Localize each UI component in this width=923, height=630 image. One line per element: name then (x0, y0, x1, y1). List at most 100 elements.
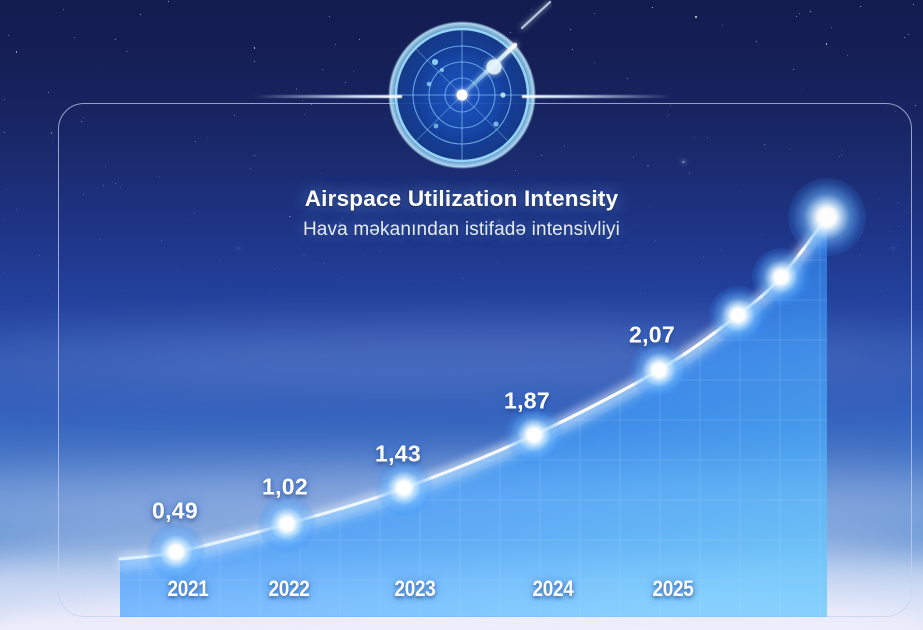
star (344, 81, 346, 83)
star (682, 160, 685, 164)
star (47, 91, 49, 93)
star (218, 261, 220, 263)
star (363, 252, 365, 254)
star (322, 68, 324, 70)
star (15, 51, 18, 54)
chart-point (375, 459, 433, 517)
star (100, 68, 102, 70)
star (722, 25, 724, 27)
star (764, 143, 766, 145)
star (626, 77, 628, 79)
star (267, 324, 269, 326)
star (236, 247, 240, 250)
star (253, 60, 256, 63)
star (803, 280, 805, 282)
star (594, 13, 596, 15)
star (708, 303, 710, 305)
star (720, 249, 722, 251)
star (253, 47, 256, 49)
star (234, 115, 236, 117)
star (830, 26, 832, 28)
star (462, 276, 464, 278)
star (273, 268, 276, 270)
star (83, 117, 85, 119)
star (706, 136, 708, 138)
star (4, 251, 6, 253)
star (569, 28, 571, 30)
star (693, 293, 695, 295)
chart-line (118, 215, 829, 561)
chart-point (258, 495, 316, 553)
star (755, 41, 757, 43)
star (801, 88, 803, 90)
chart-line-halo (116, 222, 831, 572)
star (894, 110, 896, 112)
star (651, 7, 653, 9)
star (310, 103, 312, 105)
star (693, 137, 695, 139)
star (140, 13, 142, 15)
chart-point (752, 248, 810, 306)
star (464, 271, 466, 273)
star (323, 262, 325, 264)
chart-year-label: 2021 (167, 576, 209, 601)
chart-year-label: 2022 (268, 576, 310, 601)
star (525, 299, 527, 301)
star (792, 68, 794, 70)
star (799, 13, 801, 15)
star (81, 277, 83, 279)
star (913, 3, 915, 5)
star (572, 48, 574, 50)
radar-beam-right (521, 95, 672, 98)
star (691, 247, 693, 249)
star (303, 254, 305, 257)
star (131, 249, 133, 251)
star (435, 285, 437, 287)
chart-area-fill (120, 217, 827, 617)
star (312, 262, 314, 264)
star (908, 34, 910, 36)
chart-value-label: 0,49 (152, 497, 198, 524)
star (694, 16, 697, 18)
star (269, 291, 271, 293)
star (254, 154, 256, 156)
radar-icon-svg (387, 0, 551, 169)
chart-value-label: 2,07 (629, 321, 675, 348)
star (837, 276, 839, 278)
star (796, 15, 798, 17)
cloud-band-mid (0, 430, 923, 560)
star (411, 286, 413, 288)
star (115, 182, 117, 184)
star (353, 71, 355, 73)
star (303, 113, 305, 115)
star (860, 6, 862, 8)
chart-point (505, 406, 563, 464)
star (633, 157, 635, 159)
radar-icon (251, 0, 672, 182)
star (336, 274, 338, 276)
star (329, 15, 331, 17)
star (564, 145, 566, 147)
chart-value-label: 1,87 (504, 387, 550, 414)
star (62, 8, 64, 10)
star (887, 288, 889, 290)
star (80, 120, 82, 122)
star (158, 176, 160, 178)
radar-beam-left (251, 95, 402, 98)
star (250, 167, 252, 169)
star (101, 258, 103, 260)
star (640, 291, 642, 293)
star (887, 303, 889, 305)
page-subtitle: Hava məkanından istifadə intensivliyi (302, 219, 621, 240)
cloud-band-near (0, 520, 923, 630)
star (3, 131, 5, 133)
star (543, 241, 545, 243)
cloud-band-foreground (0, 585, 923, 630)
star (50, 132, 53, 134)
star (39, 254, 41, 256)
star (669, 105, 671, 107)
chart-point (630, 341, 688, 399)
star (468, 313, 470, 315)
star (122, 290, 124, 292)
star (842, 150, 844, 152)
